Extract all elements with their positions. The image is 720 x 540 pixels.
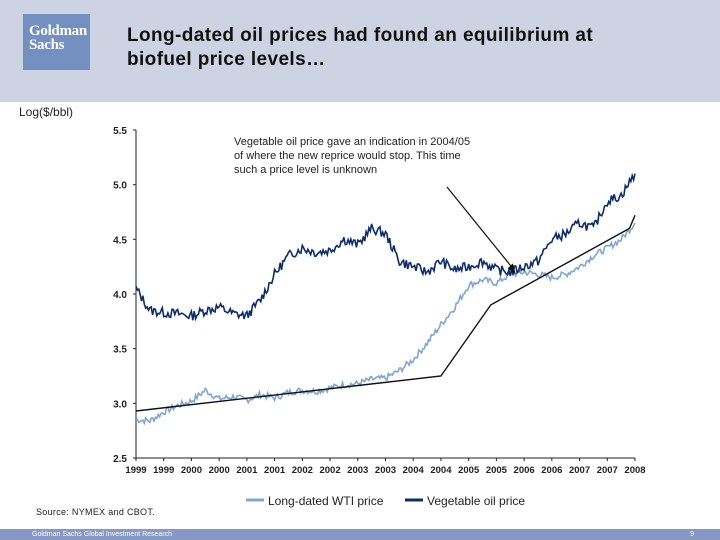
annotation-arrow-line [446, 186, 514, 269]
y-tick-label: 5.5 [113, 126, 127, 137]
legend-label-wti: Long-dated WTI price [268, 494, 384, 508]
x-tick-label: 2006 [541, 465, 562, 476]
series-long-dated-wti [135, 222, 636, 426]
x-tick-label: 2007 [569, 465, 590, 476]
annotation-arrowhead [507, 263, 516, 275]
x-tick-label: 2005 [458, 465, 480, 476]
series-vegetable-oil [135, 172, 636, 322]
x-tick-label: 2004 [403, 465, 425, 476]
footer-band: Goldman Sachs Global Investment Research… [0, 529, 720, 540]
x-tick-label: 2003 [347, 465, 368, 476]
x-tick-label: 2003 [375, 465, 396, 476]
page-title: Long-dated oil prices had found an equil… [127, 24, 707, 72]
x-tick-label: 1999 [125, 465, 146, 476]
x-tick-label: 2005 [486, 465, 508, 476]
x-tick-label: 2006 [514, 465, 535, 476]
title-line-1: Long-dated oil prices had found an equil… [127, 25, 594, 46]
annotation-text-line: Vegetable oil price gave an indication i… [234, 136, 470, 148]
x-tick-label: 2000 [209, 465, 230, 476]
trend-line [135, 215, 636, 412]
x-tick-label: 2001 [236, 465, 258, 476]
x-tick-label: 1999 [153, 465, 174, 476]
x-tick-label: 2007 [597, 465, 618, 476]
y-tick-label: 5.0 [113, 181, 127, 192]
footer-research-label: Goldman Sachs Global Investment Research [32, 531, 173, 538]
annotation-text-line: such a price level is unknown [234, 164, 377, 176]
page-number: 9 [690, 531, 694, 538]
y-axis-unit-label: Log($/bbl) [19, 105, 74, 119]
x-tick-label: 2002 [319, 465, 340, 476]
source-note: Source: NYMEX and CBOT. [36, 507, 155, 517]
x-tick-label: 2000 [181, 465, 202, 476]
goldman-sachs-logo: Goldman Sachs [23, 14, 90, 70]
y-tick-label: 4.0 [113, 290, 127, 301]
y-tick-label: 2.5 [113, 454, 127, 465]
logo-line-2: Sachs [29, 37, 65, 53]
header-band [0, 0, 720, 102]
x-tick-label: 2002 [292, 465, 313, 476]
logo-line-1: Goldman [29, 23, 87, 39]
annotation-text-line: of where the new reprice would stop. Thi… [234, 150, 461, 162]
x-tick-label: 2001 [264, 465, 286, 476]
legend-label-vegetable-oil: Vegetable oil price [427, 494, 525, 508]
y-tick-label: 3.5 [113, 345, 127, 356]
title-line-2: biofuel price levels… [127, 49, 326, 70]
x-tick-label: 2004 [430, 465, 452, 476]
y-tick-label: 3.0 [113, 399, 127, 410]
y-tick-label: 4.5 [113, 235, 127, 246]
x-tick-label: 2008 [624, 465, 645, 476]
